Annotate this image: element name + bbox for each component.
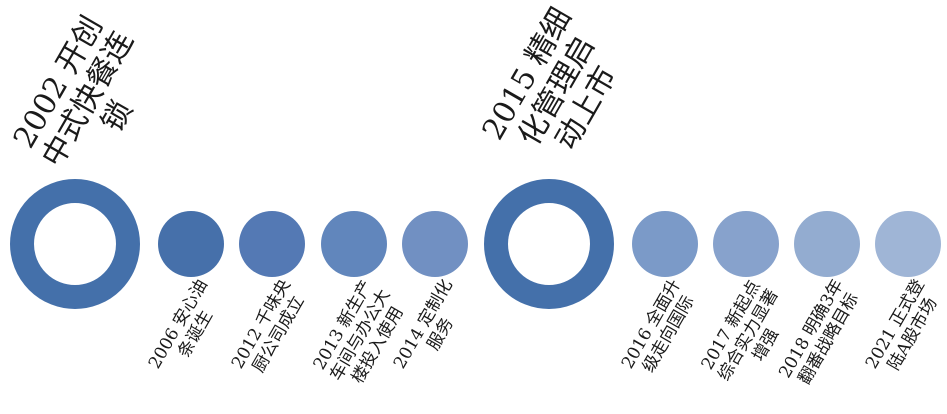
- event-dot-2012: [239, 211, 305, 277]
- event-dot-2013: [321, 211, 387, 277]
- milestone-ring-2015: [484, 179, 614, 309]
- milestone-ring-2002: [10, 179, 140, 309]
- event-dot-2016: [632, 211, 698, 277]
- event-dot-2021: [875, 211, 941, 277]
- event-dot-2014: [402, 211, 468, 277]
- event-dot-2017: [713, 211, 779, 277]
- event-dot-2006: [158, 211, 224, 277]
- event-dot-2018: [794, 211, 860, 277]
